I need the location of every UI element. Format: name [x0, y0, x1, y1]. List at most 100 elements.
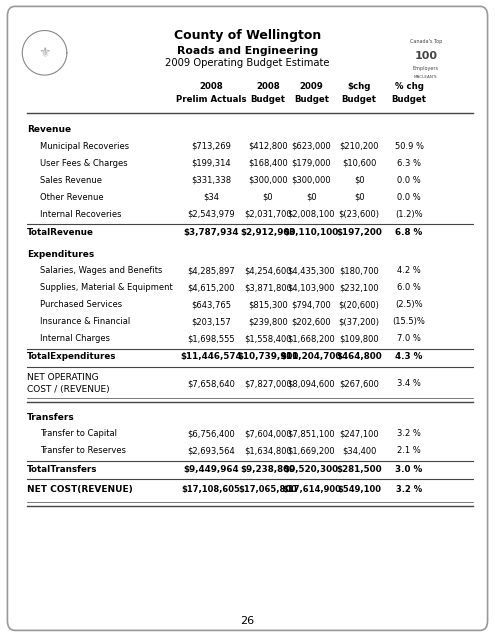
- Text: Budget: Budget: [342, 95, 377, 104]
- Text: (1.2)%: (1.2)%: [396, 210, 423, 219]
- Text: $9,238,800: $9,238,800: [240, 465, 296, 474]
- Text: $180,700: $180,700: [339, 266, 379, 275]
- Text: Salaries, Wages and Benefits: Salaries, Wages and Benefits: [40, 266, 162, 275]
- Text: $3,787,934: $3,787,934: [183, 228, 239, 237]
- Text: COST / (REVENUE): COST / (REVENUE): [27, 385, 110, 394]
- Text: $247,100: $247,100: [339, 429, 379, 438]
- Text: $17,065,800: $17,065,800: [239, 484, 297, 493]
- Text: 3.4 %: 3.4 %: [397, 379, 421, 388]
- Text: $623,000: $623,000: [292, 142, 331, 151]
- Text: Roads and Engineering: Roads and Engineering: [177, 46, 318, 56]
- Text: Internal Recoveries: Internal Recoveries: [40, 210, 121, 219]
- Text: $2,008,100: $2,008,100: [288, 210, 335, 219]
- Text: $4,435,300: $4,435,300: [288, 266, 335, 275]
- Text: $2,543,979: $2,543,979: [187, 210, 235, 219]
- Text: Sales Revenue: Sales Revenue: [40, 176, 101, 185]
- Text: 0.0 %: 0.0 %: [397, 193, 421, 202]
- Text: Canada's Top: Canada's Top: [409, 40, 442, 44]
- Text: $2,693,564: $2,693,564: [187, 446, 235, 455]
- Text: $7,851,100: $7,851,100: [288, 429, 335, 438]
- Text: Budget: Budget: [294, 95, 329, 104]
- Text: 2008: 2008: [199, 82, 223, 91]
- Text: $34,400: $34,400: [342, 446, 376, 455]
- Text: $412,800: $412,800: [248, 142, 288, 151]
- Text: $7,604,000: $7,604,000: [244, 429, 292, 438]
- Text: $10,739,900: $10,739,900: [237, 353, 298, 362]
- Text: $794,700: $794,700: [292, 300, 331, 309]
- Text: Transfer to Capital: Transfer to Capital: [40, 429, 117, 438]
- Text: Revenue: Revenue: [27, 125, 71, 134]
- Text: $4,615,200: $4,615,200: [187, 284, 235, 292]
- Text: $1,558,400: $1,558,400: [244, 334, 292, 343]
- Text: 2008: 2008: [256, 82, 280, 91]
- Text: $0: $0: [306, 193, 317, 202]
- Text: $11,446,574: $11,446,574: [180, 353, 242, 362]
- Text: $267,600: $267,600: [339, 379, 379, 388]
- Text: NET COST(REVENUE): NET COST(REVENUE): [27, 484, 133, 493]
- Text: 3.2 %: 3.2 %: [397, 429, 421, 438]
- Text: $17,614,900: $17,614,900: [282, 484, 341, 493]
- Text: $8,094,600: $8,094,600: [288, 379, 335, 388]
- Text: Municipal Recoveries: Municipal Recoveries: [40, 142, 129, 151]
- Text: $281,500: $281,500: [336, 465, 382, 474]
- Text: $4,254,600: $4,254,600: [244, 266, 292, 275]
- Text: $232,100: $232,100: [339, 284, 379, 292]
- Text: Budget: Budget: [392, 95, 427, 104]
- Text: MACLEAN'S: MACLEAN'S: [414, 76, 438, 79]
- Text: TotalTransfers: TotalTransfers: [27, 465, 98, 474]
- Text: 6.8 %: 6.8 %: [396, 228, 423, 237]
- Text: TotalRevenue: TotalRevenue: [27, 228, 94, 237]
- Text: 7.0 %: 7.0 %: [397, 334, 421, 343]
- Text: Other Revenue: Other Revenue: [40, 193, 103, 202]
- Text: $0: $0: [354, 176, 364, 185]
- Text: Supplies, Material & Equipment: Supplies, Material & Equipment: [40, 284, 172, 292]
- Text: Transfer to Reserves: Transfer to Reserves: [40, 446, 126, 455]
- Text: $199,314: $199,314: [191, 159, 231, 168]
- Text: $17,108,605: $17,108,605: [182, 484, 240, 493]
- Text: $331,338: $331,338: [191, 176, 231, 185]
- Text: $1,698,555: $1,698,555: [187, 334, 235, 343]
- Text: User Fees & Charges: User Fees & Charges: [40, 159, 127, 168]
- Text: (2.5)%: (2.5)%: [396, 300, 423, 309]
- Text: $168,400: $168,400: [248, 159, 288, 168]
- Text: $0: $0: [262, 193, 273, 202]
- Text: $(37,200): $(37,200): [339, 317, 380, 326]
- Text: NET OPERATING: NET OPERATING: [27, 372, 99, 381]
- Text: $2,031,700: $2,031,700: [244, 210, 292, 219]
- Text: $9,520,300: $9,520,300: [284, 465, 339, 474]
- Text: $3,871,800: $3,871,800: [244, 284, 292, 292]
- Text: $4,103,900: $4,103,900: [288, 284, 335, 292]
- Text: % chg: % chg: [395, 82, 424, 91]
- Text: TotalExpenditures: TotalExpenditures: [27, 353, 117, 362]
- Text: $239,800: $239,800: [248, 317, 288, 326]
- Text: $(20,600): $(20,600): [339, 300, 380, 309]
- Text: $chg: $chg: [347, 82, 371, 91]
- Text: ⚜: ⚜: [38, 46, 51, 60]
- Text: $464,800: $464,800: [336, 353, 382, 362]
- Text: $1,669,200: $1,669,200: [288, 446, 335, 455]
- Text: $815,300: $815,300: [248, 300, 288, 309]
- Text: 2009: 2009: [299, 82, 323, 91]
- Text: 3.2 %: 3.2 %: [396, 484, 422, 493]
- Text: 2.1 %: 2.1 %: [397, 446, 421, 455]
- Text: Budget: Budget: [250, 95, 285, 104]
- Text: $6,756,400: $6,756,400: [187, 429, 235, 438]
- Text: $549,100: $549,100: [337, 484, 381, 493]
- Text: $300,000: $300,000: [248, 176, 288, 185]
- Text: 4.2 %: 4.2 %: [397, 266, 421, 275]
- Text: 6.0 %: 6.0 %: [397, 284, 421, 292]
- Text: $3,110,100: $3,110,100: [284, 228, 339, 237]
- Text: $300,000: $300,000: [292, 176, 331, 185]
- Text: $10,600: $10,600: [342, 159, 376, 168]
- Text: 2009 Operating Budget Estimate: 2009 Operating Budget Estimate: [165, 58, 330, 68]
- Text: $203,157: $203,157: [191, 317, 231, 326]
- Text: $109,800: $109,800: [339, 334, 379, 343]
- Text: 100: 100: [414, 51, 437, 61]
- Text: $9,449,964: $9,449,964: [183, 465, 239, 474]
- Text: $202,600: $202,600: [292, 317, 331, 326]
- Text: $643,765: $643,765: [191, 300, 231, 309]
- Text: $34: $34: [203, 193, 219, 202]
- Text: 4.3 %: 4.3 %: [396, 353, 423, 362]
- Text: County of Wellington: County of Wellington: [174, 29, 321, 42]
- Text: Internal Charges: Internal Charges: [40, 334, 109, 343]
